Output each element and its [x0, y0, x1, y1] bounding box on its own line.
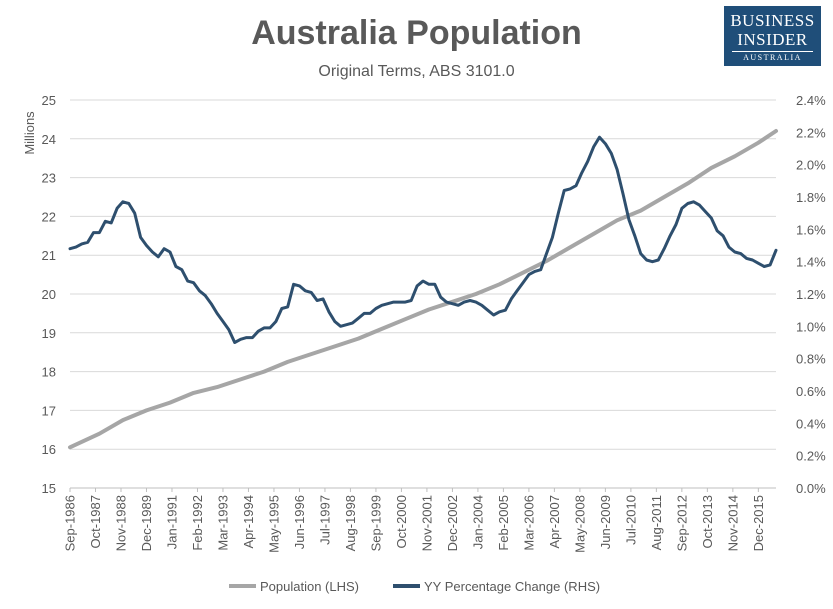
- x-tick-label: Oct-1987: [88, 495, 103, 548]
- left-tick-label: 17: [42, 403, 56, 418]
- x-tick-label: Aug-2011: [649, 495, 664, 550]
- series-layer: [68, 129, 778, 450]
- right-tick-label: 1.0%: [796, 319, 826, 334]
- right-tick-label: 1.2%: [796, 287, 826, 302]
- x-tick-label: Oct-2013: [700, 495, 715, 548]
- x-tick-label: Apr-1994: [241, 495, 256, 548]
- x-tick-label: Nov-2014: [725, 495, 740, 551]
- left-tick-label: 15: [42, 481, 56, 496]
- legend: Population (LHS) YY Percentage Change (R…: [229, 579, 600, 594]
- right-tick-label: 1.6%: [796, 222, 826, 237]
- x-tick-label: Sep-1986: [63, 495, 78, 551]
- left-tick-label: 25: [42, 93, 56, 108]
- series-line-population: [68, 129, 778, 450]
- left-axis-label: Millions: [22, 111, 37, 155]
- legend-label-yy-change: YY Percentage Change (RHS): [424, 579, 600, 594]
- x-tick-label: Feb-1992: [190, 495, 205, 551]
- logo-line-business: BUSINESS: [730, 11, 815, 30]
- right-tick-label: 1.8%: [796, 190, 826, 205]
- right-axis-ticks: 0.0% 0.2% 0.4% 0.6% 0.8% 1.0% 1.2% 1.4% 1.6% 1.8%…: [796, 93, 826, 496]
- grid-lines: [70, 99, 776, 489]
- logo-line-insider: INSIDER: [737, 30, 808, 49]
- x-tick-label: May-2008: [572, 495, 587, 553]
- left-tick-label: 19: [42, 326, 56, 341]
- right-tick-label: 1.4%: [796, 255, 826, 270]
- x-tick-label: Apr-2007: [547, 495, 562, 548]
- series-line-yy-change: [68, 135, 778, 344]
- right-tick-label: 2.2%: [796, 125, 826, 140]
- x-tick-label: Dec-1989: [139, 495, 154, 551]
- business-insider-logo: BUSINESS INSIDER AUSTRALIA: [724, 6, 821, 66]
- logo-line-australia: AUSTRALIA: [732, 51, 813, 63]
- right-tick-label: 0.8%: [796, 352, 826, 367]
- x-tick-label: Jul-2010: [623, 495, 638, 545]
- left-tick-label: 24: [42, 132, 56, 147]
- x-tick-label: Jun-2009: [598, 495, 613, 549]
- legend-label-population: Population (LHS): [260, 579, 359, 594]
- x-tick-label: Nov-2001: [419, 495, 434, 551]
- chart-subtitle: Original Terms, ABS 3101.0: [318, 63, 515, 80]
- x-tick-label: Jan-2004: [470, 495, 485, 549]
- x-axis-ticks: Sep-1986 Oct-1987 Nov-1988 Dec-1989 Jan-1991…: [63, 488, 766, 553]
- right-tick-label: 0.6%: [796, 384, 826, 399]
- x-tick-label: Mar-1993: [215, 495, 230, 551]
- x-tick-label: Mar-2006: [521, 495, 536, 551]
- left-tick-label: 23: [42, 171, 56, 186]
- left-tick-label: 22: [42, 209, 56, 224]
- x-tick-label: Oct-2000: [394, 495, 409, 548]
- x-tick-label: Sep-1999: [368, 495, 383, 551]
- x-tick-label: Aug-1998: [343, 495, 358, 551]
- x-tick-label: Dec-2002: [445, 495, 460, 551]
- left-tick-label: 21: [42, 248, 56, 263]
- x-tick-label: Jun-1996: [292, 495, 307, 549]
- right-tick-label: 2.4%: [796, 93, 826, 108]
- left-tick-label: 20: [42, 287, 56, 302]
- left-tick-label: 18: [42, 365, 56, 380]
- right-tick-label: 0.2%: [796, 449, 826, 464]
- x-tick-label: Sep-2012: [674, 495, 689, 551]
- right-tick-label: 0.0%: [796, 481, 826, 496]
- x-tick-label: Dec-2015: [751, 495, 766, 551]
- left-axis-ticks: 15 16 17 18 19 20 21 22 23 24 25: [42, 93, 56, 496]
- x-tick-label: Jan-1991: [164, 495, 179, 549]
- right-tick-label: 2.0%: [796, 158, 826, 173]
- x-tick-label: Feb-2005: [496, 495, 511, 551]
- right-tick-label: 0.4%: [796, 416, 826, 431]
- x-tick-label: Jul-1997: [317, 495, 332, 545]
- x-tick-label: Nov-1988: [113, 495, 128, 551]
- page-title: Australia Population: [251, 14, 582, 52]
- x-tick-label: May-1995: [266, 495, 281, 553]
- left-tick-label: 16: [42, 442, 56, 457]
